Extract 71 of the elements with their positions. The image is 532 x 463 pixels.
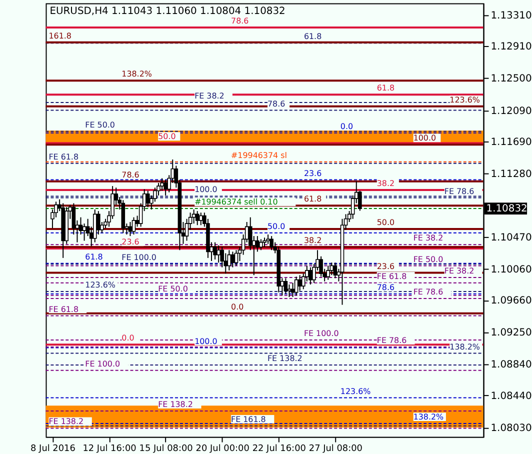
chart-title: EURUSD,H4 1.11043 1.11060 1.10804 1.10832: [50, 6, 286, 18]
x-tick-label: 27 Jul 08:00: [308, 444, 363, 454]
x-tick-label: 22 Jul 16:00: [252, 444, 306, 454]
x-tick-label: 20 Jul 00:00: [196, 444, 250, 454]
annotation: 0.0: [122, 334, 134, 343]
ref-line-label: #19946374 sl: [231, 150, 287, 160]
y-tick-label: 1.10470: [490, 232, 532, 244]
annotation: 78.6: [122, 170, 140, 180]
annotation: 0.0: [231, 302, 244, 312]
ref-line-label: FE 50.0: [85, 120, 115, 130]
annotation: 123.6%: [450, 95, 480, 104]
ref-line-label: FE 161.8: [231, 414, 266, 424]
annotation: 61.8: [85, 252, 103, 262]
annotation: 78.6: [376, 282, 395, 292]
ref-line-label: FE 38.2: [413, 234, 444, 243]
ref-line-label: FE 78.6: [413, 288, 444, 297]
ref-line-label: FE 38.2: [444, 266, 474, 276]
annotation: 161.8: [48, 31, 72, 40]
x-tick-label: 8 Jul 2016: [30, 444, 76, 454]
annotation: 50.0: [376, 218, 395, 228]
text: 1.10832: [486, 204, 528, 215]
annotation: 78.6: [267, 99, 286, 108]
ref-line-label: FE 50.0: [158, 284, 188, 294]
annotation: 138.2%: [450, 342, 480, 352]
ref-line-label: FE 61.8: [376, 272, 407, 281]
annotation: 23.6: [122, 238, 140, 247]
annotation: 100.0: [413, 134, 436, 143]
annotation: 61.8: [376, 84, 395, 93]
ref-line-label: FE 100.0: [304, 328, 339, 338]
y-tick-label: 1.13310: [490, 10, 532, 22]
y-tick-label: 1.08440: [490, 390, 532, 402]
y-tick-label: 1.12500: [490, 74, 532, 85]
annotation: 50.0: [158, 132, 176, 142]
ref-line-label: FE 100.0: [85, 359, 120, 368]
ref-line-label: FE 61.8: [48, 152, 79, 162]
annotation: 138.2%: [122, 70, 152, 79]
annotation: 78.6: [231, 16, 249, 26]
annotation: 61.8: [304, 194, 322, 204]
annotation: 38.2: [376, 178, 395, 188]
x-tick-label: 12 Jul 16:00: [82, 444, 137, 454]
annotation: 61.8: [304, 32, 322, 42]
y-tick-label: 1.11280: [490, 169, 532, 180]
ref-line-label: FE 78.6: [376, 336, 407, 346]
x-tick-label: 15 Jul 08:00: [139, 444, 194, 454]
ref-line-label: FE 50.0: [413, 254, 444, 264]
ref-line-label: FE 78.6: [444, 186, 474, 196]
annotation: 50.0: [267, 222, 286, 231]
ref-line-label: FE 138.2: [48, 417, 84, 426]
y-tick-label: 1.12910: [490, 42, 532, 53]
y-tick-label: 1.11690: [490, 137, 532, 148]
ref-line-label: FE 61.8: [48, 304, 79, 314]
annotation: 123.6%: [340, 386, 372, 396]
ref-line-label: FE 38.2: [194, 91, 224, 100]
ref-line-label: FE 138.2: [158, 400, 193, 410]
y-tick-label: 1.10060: [490, 264, 532, 276]
annotation: 100.0: [194, 336, 218, 346]
y-tick-label: 1.09660: [490, 296, 532, 307]
annotation: 0.0: [340, 122, 354, 131]
ref-line-label: FE 100.0: [122, 253, 156, 262]
annotation: 123.6%: [85, 280, 116, 290]
ref-line-label: FE 138.2: [267, 354, 302, 363]
y-tick-label: 1.12090: [490, 106, 532, 117]
y-tick-label: 1.08030: [490, 422, 532, 434]
y-tick-label: 1.08840: [490, 360, 532, 371]
annotation: 138.2%: [413, 412, 444, 422]
annotation: 23.6: [376, 262, 395, 271]
annotation: 100.0: [194, 185, 218, 194]
y-tick-label: 1.09250: [490, 328, 532, 339]
annotation: 23.6: [304, 168, 322, 178]
annotation: 38.2: [304, 236, 322, 246]
ref-line-label: #19946374 sell 0.10: [194, 198, 278, 207]
